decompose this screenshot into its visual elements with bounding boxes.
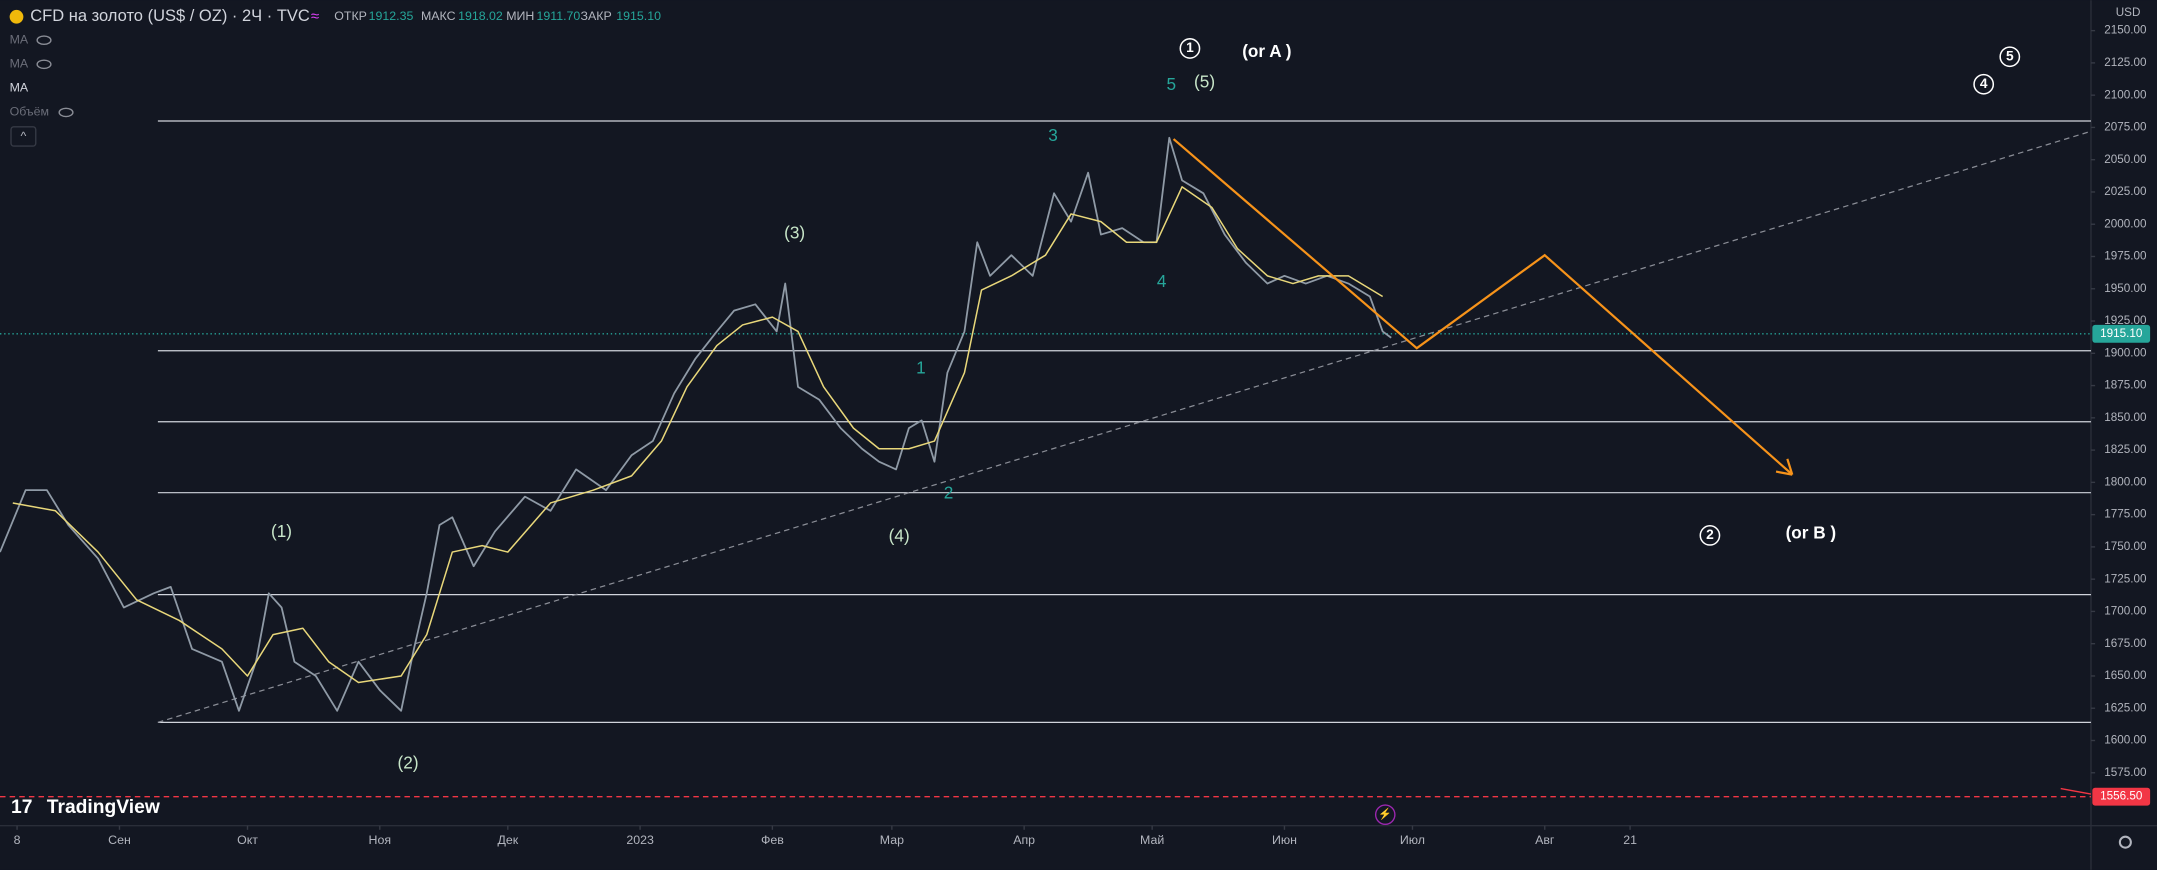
x-tick-label: Окт <box>237 833 258 847</box>
collapse-button[interactable] <box>10 126 37 147</box>
wave-circle <box>1973 73 1995 95</box>
wave-label: 2 <box>944 483 954 503</box>
alert-pointer <box>2060 787 2092 795</box>
y-tick-label: 2125.00 <box>2104 56 2147 69</box>
projection-path <box>1172 138 1794 476</box>
ohlc-name: ЗАКР <box>581 9 612 23</box>
event-icon[interactable] <box>1374 804 1396 825</box>
status-icon: ≈ <box>311 8 319 25</box>
indicator-label: MA <box>10 57 29 71</box>
event-icon-glyph: ⚡ <box>1378 808 1392 821</box>
wave-label: 3 <box>1048 125 1058 145</box>
ui: CFD на золото (US$ / OZ) · 2Ч · TVC ≈ US… <box>9 6 2151 849</box>
y-tick-label: 1825.00 <box>2104 443 2147 456</box>
visibility-icon[interactable] <box>36 35 52 46</box>
y-tick-label: 2050.00 <box>2104 153 2147 166</box>
wave-label: 4 <box>1157 271 1167 291</box>
price-label-box <box>2092 324 2151 343</box>
ohlc-value: 1912.35 <box>369 9 414 23</box>
symbol-icon <box>9 9 24 24</box>
collapse-icon: ^ <box>20 129 26 143</box>
y-tick-label: 2100.00 <box>2104 88 2147 101</box>
y-tick-label: 1775.00 <box>2104 508 2147 521</box>
indicator-label: MA <box>10 81 29 95</box>
x-tick-label: Май <box>1140 833 1164 847</box>
price-line-series <box>0 136 1392 712</box>
y-tick-label: 1650.00 <box>2104 669 2147 682</box>
indicator-label: Объём <box>10 105 49 119</box>
x-tick-label: 8 <box>14 833 21 847</box>
wave-label: 1 <box>1186 40 1194 55</box>
visibility-icon[interactable] <box>58 107 74 118</box>
price-label: 1915.10 <box>2100 327 2143 340</box>
alert-label-box <box>2092 787 2151 806</box>
y-tick-label: 1750.00 <box>2104 540 2147 553</box>
ohlc-name: МАКС <box>421 9 456 23</box>
y-tick-label: 2075.00 <box>2104 121 2147 134</box>
projection-arrow <box>1775 458 1794 476</box>
y-tick-label: 1600.00 <box>2104 734 2147 747</box>
x-tick-label: Авг <box>1535 833 1555 847</box>
ohlc-value: 1911.70 <box>536 9 580 23</box>
logo: TradingView <box>47 797 161 818</box>
currency: USD <box>2116 6 2141 19</box>
y-tick-label: 2000.00 <box>2104 217 2147 230</box>
x-tick-label: Мар <box>880 833 904 847</box>
y-tick-label: 1950.00 <box>2104 282 2147 295</box>
y-tick-label: 2025.00 <box>2104 185 2147 198</box>
visibility-icon[interactable] <box>36 59 52 70</box>
y-tick-label: 1625.00 <box>2104 701 2147 714</box>
y-tick-label: 1575.00 <box>2104 766 2147 779</box>
indicator-label: MA <box>10 32 29 46</box>
moving-average <box>12 186 1384 684</box>
wave-label: (or B ) <box>1786 523 1837 543</box>
wave-label: (or A ) <box>1242 41 1291 61</box>
wave-label: (4) <box>889 525 910 545</box>
x-tick-label: Июн <box>1272 833 1297 847</box>
x-tick-label: Июл <box>1400 833 1425 847</box>
alert-label: 1556.50 <box>2100 790 2143 803</box>
wave-label: 1 <box>916 358 926 378</box>
y-tick-label: 1925.00 <box>2104 314 2147 327</box>
wave-label: 4 <box>1980 76 1988 91</box>
wave-circle <box>1999 46 2021 68</box>
wave-label: 5 <box>1167 74 1177 94</box>
x-tick-label: 2023 <box>626 833 654 847</box>
x-tick-label: Ноя <box>369 833 392 847</box>
plot: (1) (2) (3) (4) 5 (5) 3 4 1 2 1 (or A ) 2 (or B ) 5 4 <box>0 38 2092 798</box>
y-tick-label: 1850.00 <box>2104 411 2147 424</box>
chart-title: CFD на золото (US$ / OZ) · 2Ч · TVC <box>30 7 310 25</box>
x-tick-label: Апр <box>1013 833 1035 847</box>
x-tick-label: 21 <box>1623 833 1637 847</box>
wave-label: (5) <box>1194 71 1215 91</box>
x-tick-label: Фев <box>761 833 784 847</box>
y-tick-label: 1700.00 <box>2104 605 2147 618</box>
y-tick-label: 2150.00 <box>2104 24 2147 37</box>
settings-button[interactable] <box>2118 835 2132 849</box>
wave-label: (3) <box>784 223 805 243</box>
wave-circle <box>1699 525 1721 546</box>
ohlc-name: МИН <box>506 9 534 23</box>
ohlc-value: 1915.10 <box>616 9 661 23</box>
ohlc-name: ОТКР <box>334 9 367 23</box>
y-tick-label: 1725.00 <box>2104 572 2147 585</box>
wave-label: 5 <box>2006 48 2014 63</box>
y-tick-label: 1800.00 <box>2104 475 2147 488</box>
y-tick-label: 1875.00 <box>2104 379 2147 392</box>
wave-label: (1) <box>271 521 292 541</box>
x-tick-label: Дек <box>497 833 518 847</box>
wave-label: 2 <box>1706 527 1714 542</box>
y-tick-label: 1975.00 <box>2104 250 2147 263</box>
y-tick-label: 1675.00 <box>2104 637 2147 650</box>
logo-icon: 17 <box>11 797 32 818</box>
y-tick-label: 1900.00 <box>2104 346 2147 359</box>
wave-label: (2) <box>398 752 419 772</box>
ohlc-value: 1918.02 <box>458 9 503 23</box>
x-tick-label: Сен <box>108 833 131 847</box>
wave-circle <box>1179 38 1201 59</box>
